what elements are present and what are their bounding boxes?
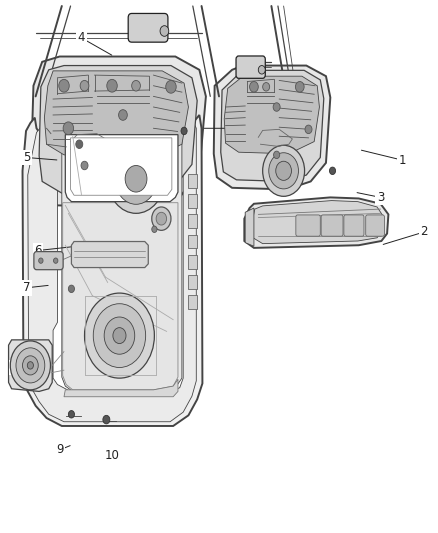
- Polygon shape: [64, 379, 178, 397]
- Circle shape: [103, 415, 110, 424]
- Text: 11: 11: [229, 122, 244, 135]
- Text: 10: 10: [105, 449, 120, 462]
- Circle shape: [115, 154, 157, 204]
- Polygon shape: [224, 76, 319, 154]
- FancyBboxPatch shape: [187, 214, 197, 228]
- Text: 8: 8: [10, 361, 18, 374]
- FancyBboxPatch shape: [34, 252, 63, 270]
- Polygon shape: [65, 135, 178, 201]
- Circle shape: [166, 80, 176, 93]
- Polygon shape: [244, 197, 389, 248]
- Circle shape: [27, 362, 33, 369]
- Circle shape: [53, 258, 58, 263]
- Circle shape: [181, 127, 187, 135]
- Text: 2: 2: [420, 225, 428, 238]
- Text: 1: 1: [399, 154, 406, 167]
- Circle shape: [276, 161, 291, 180]
- Circle shape: [263, 146, 304, 196]
- Text: 5: 5: [23, 151, 31, 164]
- Circle shape: [68, 285, 74, 293]
- Circle shape: [152, 207, 171, 230]
- Polygon shape: [28, 119, 196, 422]
- Circle shape: [258, 66, 265, 74]
- Circle shape: [11, 341, 50, 390]
- FancyBboxPatch shape: [187, 174, 197, 188]
- Text: 9: 9: [56, 443, 64, 456]
- Circle shape: [125, 165, 147, 192]
- Circle shape: [263, 83, 270, 91]
- FancyBboxPatch shape: [321, 215, 343, 236]
- Text: 4: 4: [78, 31, 85, 44]
- Circle shape: [59, 79, 69, 92]
- Circle shape: [107, 79, 117, 92]
- Polygon shape: [22, 115, 202, 426]
- Polygon shape: [31, 56, 206, 208]
- Circle shape: [132, 80, 141, 91]
- Polygon shape: [214, 66, 330, 189]
- Polygon shape: [71, 138, 172, 195]
- FancyBboxPatch shape: [187, 255, 197, 269]
- Polygon shape: [245, 208, 254, 246]
- Circle shape: [16, 348, 45, 383]
- FancyBboxPatch shape: [187, 194, 197, 208]
- Polygon shape: [221, 70, 324, 181]
- Polygon shape: [253, 200, 383, 244]
- Circle shape: [39, 258, 43, 263]
- Circle shape: [104, 317, 135, 354]
- Circle shape: [93, 304, 146, 368]
- Polygon shape: [9, 340, 52, 391]
- Circle shape: [269, 153, 298, 189]
- Polygon shape: [44, 71, 188, 158]
- Circle shape: [80, 80, 89, 91]
- Circle shape: [152, 226, 157, 232]
- FancyBboxPatch shape: [187, 275, 197, 289]
- Circle shape: [63, 122, 74, 135]
- Circle shape: [295, 82, 304, 92]
- FancyBboxPatch shape: [187, 295, 197, 309]
- Circle shape: [76, 140, 83, 149]
- Circle shape: [305, 125, 312, 134]
- Polygon shape: [39, 66, 197, 196]
- Text: 3: 3: [377, 191, 384, 204]
- FancyBboxPatch shape: [296, 215, 320, 236]
- Circle shape: [85, 293, 154, 378]
- Circle shape: [22, 356, 38, 375]
- Circle shape: [250, 82, 258, 92]
- FancyBboxPatch shape: [187, 235, 197, 248]
- Circle shape: [274, 151, 280, 159]
- Circle shape: [273, 103, 280, 111]
- Polygon shape: [71, 241, 148, 268]
- Circle shape: [68, 410, 74, 418]
- FancyBboxPatch shape: [366, 215, 385, 236]
- Circle shape: [160, 26, 169, 36]
- Polygon shape: [62, 131, 182, 391]
- Circle shape: [329, 167, 336, 174]
- Text: 7: 7: [23, 281, 31, 294]
- Circle shape: [119, 110, 127, 120]
- FancyBboxPatch shape: [128, 13, 168, 42]
- FancyBboxPatch shape: [236, 56, 265, 78]
- Circle shape: [156, 212, 166, 225]
- Polygon shape: [63, 203, 178, 390]
- FancyBboxPatch shape: [344, 215, 364, 236]
- Text: 6: 6: [34, 244, 42, 257]
- Circle shape: [108, 144, 164, 213]
- Circle shape: [81, 161, 88, 169]
- Circle shape: [113, 328, 126, 344]
